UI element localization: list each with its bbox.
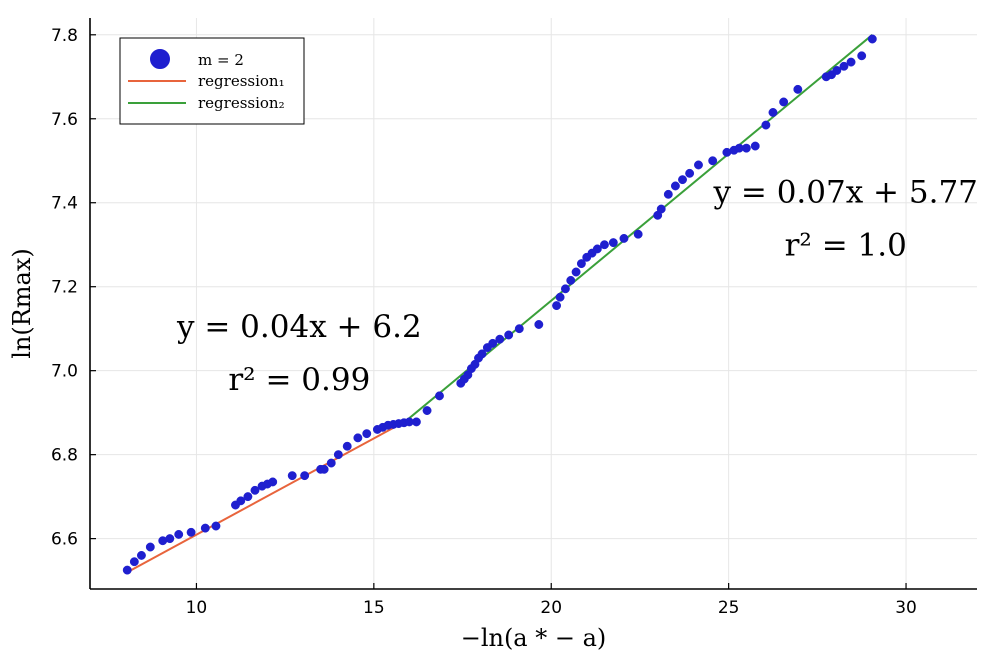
scatter-point xyxy=(576,259,586,269)
scatter-point xyxy=(243,492,253,502)
scatter-point xyxy=(422,406,432,416)
scatter-point xyxy=(846,57,856,67)
scatter-point xyxy=(619,233,629,243)
y-tick-label: 7.8 xyxy=(51,26,78,46)
legend: m = 2 regression₁ regression₂ xyxy=(119,37,305,125)
scatter-point xyxy=(200,523,210,533)
scatter-point xyxy=(268,477,278,487)
scatter-point xyxy=(477,349,487,359)
scatter-point xyxy=(165,534,175,544)
scatter-point xyxy=(566,275,576,285)
scatter-point xyxy=(793,84,803,94)
y-tick-label: 7.4 xyxy=(51,194,78,214)
scatter-point xyxy=(186,527,196,537)
scatter-point xyxy=(779,97,789,107)
annotation-r-squared: r² = 1.0 xyxy=(785,228,907,264)
regression-2-annotation: y = 0.07x + 5.77 r² = 1.0 xyxy=(713,175,978,264)
scatter-point xyxy=(741,143,751,153)
y-tick-label: 6.6 xyxy=(51,530,78,550)
scatter-point xyxy=(333,450,343,460)
legend-scatter-label: m = 2 xyxy=(198,51,244,69)
legend-regression-1-label: regression₁ xyxy=(198,72,285,90)
scatter-point xyxy=(761,120,771,130)
x-tick-label: 25 xyxy=(718,598,740,618)
scatter-point xyxy=(211,521,221,531)
scatter-point xyxy=(145,542,155,552)
scatter-point xyxy=(435,391,444,401)
scatter-point xyxy=(592,244,602,254)
y-tick-label: 6.8 xyxy=(51,446,78,466)
regression-1-annotation: y = 0.04x + 6.2 r² = 0.99 xyxy=(176,309,422,398)
legend-scatter-marker xyxy=(150,49,170,69)
scatter-point xyxy=(287,471,297,481)
scatter-point xyxy=(608,238,618,248)
scatter-point xyxy=(319,464,329,474)
scatter-point xyxy=(300,471,310,481)
scatter-point xyxy=(514,324,524,334)
scatter-point xyxy=(136,550,146,560)
x-axis-title: −ln(a * − a) xyxy=(461,624,607,652)
regression-1-line xyxy=(126,420,407,574)
x-tick-label: 15 xyxy=(363,598,385,618)
scatter-point xyxy=(362,429,372,439)
scatter-point xyxy=(174,529,184,539)
scatter-point xyxy=(326,458,336,468)
annotation-equation: y = 0.07x + 5.77 xyxy=(713,175,978,211)
y-tick-label: 7.0 xyxy=(51,362,78,382)
scatter-point xyxy=(694,160,703,170)
scatter-point xyxy=(122,565,132,575)
annotations: y = 0.04x + 6.2 r² = 0.99 y = 0.07x + 5.77… xyxy=(176,175,978,398)
annotation-r-squared: r² = 0.99 xyxy=(228,362,370,398)
scatter-point xyxy=(656,204,666,214)
scatter-point xyxy=(750,141,760,151)
axes: 10 15 20 25 30 6.6 6.8 7.0 7.2 7.4 7.6 7.8 −ln(a * −… xyxy=(8,18,977,652)
scatter-point xyxy=(839,61,849,71)
scatter-point xyxy=(832,66,842,75)
scatter-point xyxy=(670,181,680,191)
scatter-point xyxy=(552,301,562,311)
scatter-point xyxy=(663,189,673,199)
scatter-point xyxy=(678,175,687,185)
x-tick-label: 20 xyxy=(540,598,562,618)
scatter-point xyxy=(488,338,498,348)
scatter-point xyxy=(129,557,139,567)
scatter-point xyxy=(236,496,246,506)
scatter-point xyxy=(708,156,718,166)
scatter-point xyxy=(250,485,260,495)
scatter-point xyxy=(353,433,363,443)
scatter-point xyxy=(342,441,352,451)
scatter-point xyxy=(555,292,565,302)
legend-regression-2-label: regression₂ xyxy=(198,94,285,112)
scatter-point xyxy=(571,267,581,277)
plot-area xyxy=(122,34,877,575)
y-axis-title: ln(Rmax) xyxy=(8,248,36,359)
scatter-point xyxy=(504,330,514,340)
scatter-point xyxy=(560,284,570,294)
annotation-equation: y = 0.04x + 6.2 xyxy=(176,309,422,345)
scatter-point xyxy=(633,229,643,239)
scatter-point xyxy=(534,320,544,329)
scatter-point xyxy=(495,334,505,344)
y-tick-label: 7.2 xyxy=(51,278,78,298)
scatter-point xyxy=(600,240,609,250)
scatter-point xyxy=(768,108,778,117)
scatter-point xyxy=(685,168,695,178)
x-tick-label: 30 xyxy=(895,598,917,618)
scatter-point xyxy=(857,51,867,61)
scatter-point xyxy=(867,34,877,44)
scatter-point xyxy=(411,417,421,427)
y-tick-label: 7.6 xyxy=(51,110,78,130)
x-tick-label: 10 xyxy=(186,598,208,618)
